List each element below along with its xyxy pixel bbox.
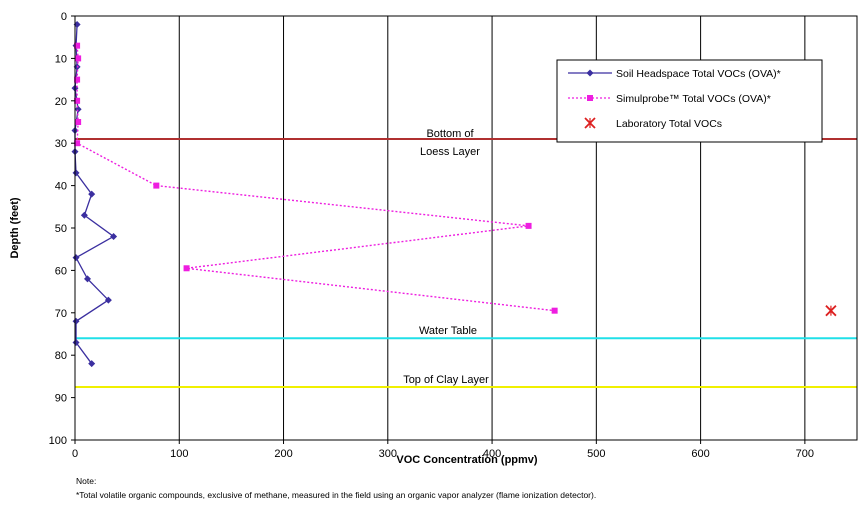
x-tick-label: 500 xyxy=(587,448,605,460)
x-axis-title: VOC Concentration (ppmv) xyxy=(396,454,538,466)
data-point xyxy=(74,42,81,49)
legend-marker xyxy=(587,95,593,101)
data-point xyxy=(183,265,190,272)
legend-item: Simulprobe™ Total VOCs (OVA)* xyxy=(568,93,771,105)
y-tick-label: 20 xyxy=(55,96,67,108)
legend-label: Simulprobe™ Total VOCs (OVA)* xyxy=(616,93,771,105)
reference-label: Bottom of xyxy=(426,128,474,140)
x-tick-label: 400 xyxy=(483,448,501,460)
x-tick-label: 700 xyxy=(796,448,814,460)
legend-marker xyxy=(586,69,594,77)
y-tick-label: 40 xyxy=(55,181,67,193)
tick-labels: 0 100 200 300 400 500 600 700 0 10 20 30 40 50 60 70 80 9… xyxy=(49,11,814,460)
data-point xyxy=(74,97,81,104)
data-point xyxy=(104,296,112,304)
data-point xyxy=(110,232,118,240)
data-point xyxy=(72,338,80,346)
legend-label: Soil Headspace Total VOCs (OVA)* xyxy=(616,68,781,80)
x-tick-label: 300 xyxy=(379,448,397,460)
data-point xyxy=(80,211,88,219)
series-1 xyxy=(71,20,118,368)
data-point xyxy=(74,76,81,83)
data-point xyxy=(525,222,532,229)
series-line xyxy=(76,45,555,312)
y-tick-label: 0 xyxy=(61,11,67,23)
x-tick-label: 0 xyxy=(72,448,78,460)
data-point xyxy=(153,182,160,189)
data-point xyxy=(72,254,80,262)
data-point xyxy=(74,105,82,113)
series-3 xyxy=(825,305,837,317)
data-point xyxy=(72,169,80,177)
legend-item: Laboratory Total VOCs xyxy=(584,117,722,130)
data-point xyxy=(88,360,96,368)
y-tick-label: 100 xyxy=(49,435,67,447)
legend-item: Soil Headspace Total VOCs (OVA)* xyxy=(568,68,781,80)
legend-label: Laboratory Total VOCs xyxy=(616,118,722,130)
legend-box xyxy=(556,59,823,143)
data-point xyxy=(74,140,81,147)
y-tick-label: 30 xyxy=(55,138,67,150)
reference-label: Top of Clay Layer xyxy=(403,374,489,386)
y-tick-label: 70 xyxy=(55,308,67,320)
y-tick-label: 80 xyxy=(55,350,67,362)
reference-label: Loess Layer xyxy=(420,146,480,158)
x-tick-label: 200 xyxy=(274,448,292,460)
data-point xyxy=(75,55,82,62)
data-point xyxy=(84,275,92,283)
note-heading: Note: xyxy=(76,476,96,486)
y-tick-label: 50 xyxy=(55,223,67,235)
y-axis-title: Depth (feet) xyxy=(9,197,21,258)
data-point xyxy=(88,190,96,198)
y-tick-label: 60 xyxy=(55,265,67,277)
data-point xyxy=(75,119,82,125)
legend: Soil Headspace Total VOCs (OVA)* Simulpro… xyxy=(556,59,823,143)
data-point xyxy=(72,317,80,325)
y-tick-label: 10 xyxy=(55,53,67,65)
series-2 xyxy=(74,42,558,314)
reference-lines: Bottom of Loess Layer Water Table Top of Cl… xyxy=(75,128,857,388)
reference-label: Water Table xyxy=(419,325,477,337)
data-point xyxy=(551,307,558,314)
y-tick-label: 90 xyxy=(55,393,67,405)
x-tick-label: 600 xyxy=(691,448,709,460)
series-layer xyxy=(71,20,837,368)
x-tick-label: 100 xyxy=(170,448,188,460)
legend-items: Soil Headspace Total VOCs (OVA)* Simulpro… xyxy=(568,68,781,130)
note-text: *Total volatile organic compounds, exclu… xyxy=(76,490,596,500)
